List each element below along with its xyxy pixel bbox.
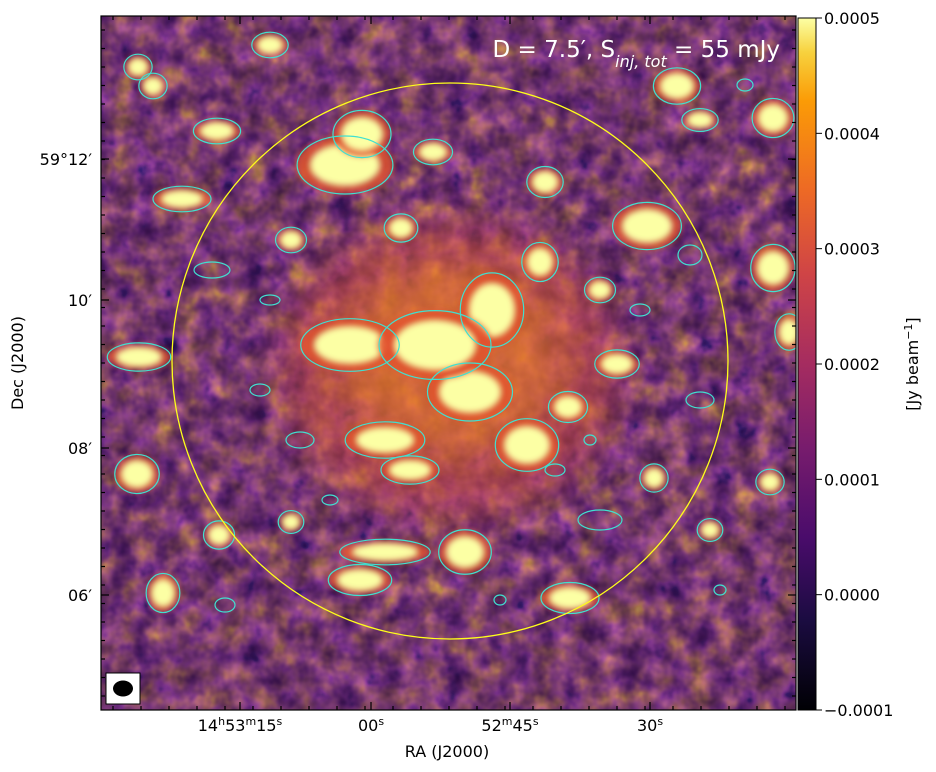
x-tick-label: 00s bbox=[358, 715, 384, 736]
faint-contour-13 bbox=[321, 494, 339, 506]
faint-contour-9 bbox=[214, 597, 236, 613]
colorbar-tick-label: 0.0005 bbox=[824, 9, 880, 28]
colorbar-tick-label: 0.0004 bbox=[824, 124, 880, 143]
injection-circle bbox=[171, 82, 729, 640]
colorbar-tick-label: 0.0000 bbox=[824, 586, 880, 605]
x-tick-label: 52m45s bbox=[481, 715, 538, 736]
contour-3 bbox=[611, 201, 682, 251]
faint-contour-12 bbox=[583, 434, 597, 446]
contour-7 bbox=[494, 418, 560, 472]
colorbar-label: [Jy beam−1] bbox=[902, 317, 923, 410]
contour-30 bbox=[123, 53, 153, 81]
y-tick-label: 08′ bbox=[68, 439, 92, 458]
faint-contour-7 bbox=[249, 383, 271, 397]
contour-38 bbox=[681, 107, 719, 133]
contour-35 bbox=[152, 185, 212, 213]
contour-10 bbox=[751, 97, 795, 139]
sky-map-image bbox=[101, 16, 796, 710]
contour-37 bbox=[378, 310, 492, 381]
contour-25 bbox=[380, 455, 440, 485]
contour-6 bbox=[300, 318, 400, 372]
faint-contour-4 bbox=[685, 391, 715, 409]
contour-28 bbox=[521, 241, 559, 283]
contour-18 bbox=[145, 572, 181, 614]
contour-15 bbox=[547, 390, 589, 424]
contour-23 bbox=[774, 313, 796, 351]
contour-33 bbox=[755, 468, 785, 496]
faint-contour-5 bbox=[577, 509, 623, 531]
contour-20 bbox=[540, 581, 600, 615]
contour-13 bbox=[274, 226, 308, 254]
contour-19 bbox=[202, 520, 236, 550]
faint-contour-8 bbox=[544, 463, 566, 477]
contour-22 bbox=[750, 243, 796, 293]
faint-contour-2 bbox=[629, 303, 651, 317]
y-tick-label: 10′ bbox=[68, 291, 92, 310]
colorbar bbox=[797, 17, 817, 711]
colorbar-tick-label: −0.0001 bbox=[824, 701, 893, 720]
colorbar-tick-label: 0.0001 bbox=[824, 470, 880, 489]
contour-26 bbox=[327, 563, 393, 597]
faint-contour-11 bbox=[713, 584, 727, 596]
y-axis-label: Dec (J2000) bbox=[8, 316, 27, 410]
faint-contour-6 bbox=[285, 431, 315, 449]
colorbar-tick-label: 0.0002 bbox=[824, 355, 880, 374]
contour-27 bbox=[339, 538, 431, 566]
contour-21 bbox=[639, 463, 669, 493]
contour-2 bbox=[652, 67, 702, 105]
faint-contour-1 bbox=[259, 294, 281, 306]
contour-17 bbox=[106, 342, 172, 372]
chart-title: D = 7.5′, Sinj, tot = 55 mJy bbox=[493, 37, 780, 71]
contour-14 bbox=[383, 213, 419, 243]
contour-1 bbox=[332, 109, 392, 159]
contour-5 bbox=[459, 272, 525, 348]
faint-contour-3 bbox=[677, 244, 703, 266]
x-axis-label: RA (J2000) bbox=[405, 742, 489, 761]
x-tick-label: 30s bbox=[637, 715, 663, 736]
contour-16 bbox=[594, 349, 640, 379]
contour-39 bbox=[583, 276, 617, 304]
contour-34 bbox=[412, 138, 454, 166]
contour-31 bbox=[277, 509, 305, 535]
colorbar-tick-label: 0.0003 bbox=[824, 240, 880, 259]
contour-12 bbox=[192, 117, 242, 145]
contour-4 bbox=[526, 165, 564, 199]
contour-8 bbox=[438, 529, 492, 575]
y-tick-label: 59°12′ bbox=[40, 150, 93, 169]
beam-marker bbox=[105, 672, 141, 705]
contour-0 bbox=[296, 135, 394, 195]
contour-32 bbox=[696, 517, 724, 543]
x-tick-label: 14h53m15s bbox=[198, 715, 283, 736]
y-tick-label: 06′ bbox=[68, 586, 92, 605]
contour-36 bbox=[426, 362, 514, 422]
contour-24 bbox=[344, 421, 426, 459]
faint-contour-14 bbox=[493, 594, 507, 606]
contour-9 bbox=[114, 453, 160, 495]
contour-29 bbox=[251, 31, 289, 59]
faint-contour-0 bbox=[193, 261, 231, 279]
contour-11 bbox=[138, 72, 168, 100]
faint-contour-10 bbox=[736, 78, 754, 92]
